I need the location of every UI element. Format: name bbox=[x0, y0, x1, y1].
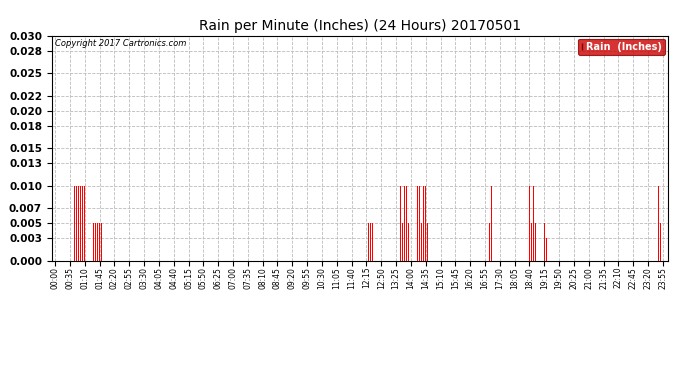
Text: Copyright 2017 Cartronics.com: Copyright 2017 Cartronics.com bbox=[55, 39, 186, 48]
Title: Rain per Minute (Inches) (24 Hours) 20170501: Rain per Minute (Inches) (24 Hours) 2017… bbox=[199, 19, 521, 33]
Legend: Rain  (Inches): Rain (Inches) bbox=[578, 39, 665, 56]
